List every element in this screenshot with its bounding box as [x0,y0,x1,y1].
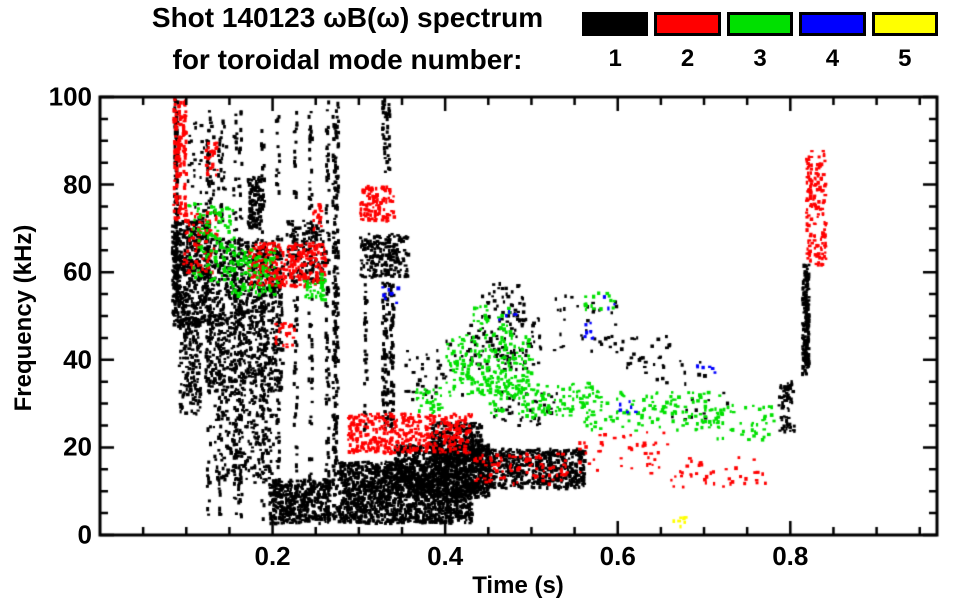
x-tick-label: 0.6 [599,541,636,571]
legend-label-mode-3: 3 [753,45,767,72]
x-tick-label: 0.2 [254,541,291,571]
y-tick-label: 40 [63,344,92,375]
x-tick-label: 0.4 [427,541,464,571]
legend-label-mode-5: 5 [898,45,912,72]
legend-swatch-mode-5 [871,12,939,36]
legend-swatch-mode-4 [799,12,866,36]
legend-swatch-mode-1 [582,12,649,36]
legend-label-mode-4: 4 [825,45,840,72]
legend-label-mode-2: 2 [680,45,695,72]
x-axis-label: Time (s) [472,572,564,599]
y-tick-label: 80 [63,169,92,200]
chart-title: Shot 140123 ωB(ω) spectrum [151,2,544,33]
y-tick-label: 0 [77,519,92,550]
y-axis-label: Frequency (kHz) [10,224,37,412]
mode-number-legend: 1 2 3 4 5 [582,12,939,73]
legend-swatch-mode-3 [726,12,794,36]
x-tick-label: 0.8 [772,541,809,571]
legend-swatch-mode-2 [654,12,721,36]
y-tick-label: 20 [63,431,92,462]
legend-label-mode-1: 1 [608,45,622,72]
y-tick-label: 60 [63,256,92,287]
y-tick-label: 100 [48,81,92,112]
chart-subtitle: for toroidal mode number: [172,44,523,75]
